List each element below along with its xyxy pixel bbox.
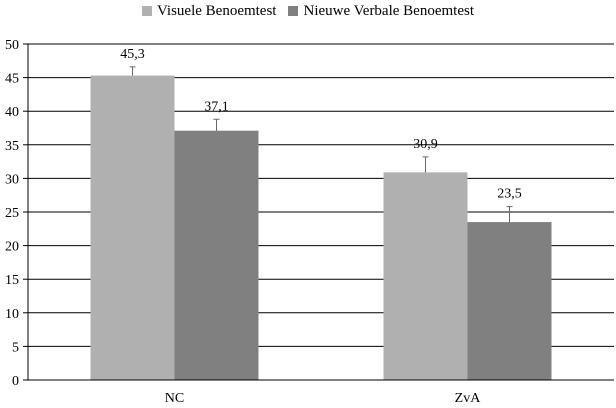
y-tick-label-50: 50 [5,38,19,53]
y-tick-label-5: 5 [12,340,19,355]
data-label-NC-0: 45,3 [120,47,145,62]
data-label-ZvA-1: 23,5 [497,187,522,202]
data-label-NC-1: 37,1 [204,99,229,114]
y-tick-label-35: 35 [5,139,19,154]
y-tick-label-25: 25 [5,206,19,221]
y-tick-label-0: 0 [12,374,19,389]
legend-item-nieuwe-verbale: Nieuwe Verbale Benoemtest [288,3,474,20]
legend: Visuele Benoemtest Nieuwe Verbale Benoem… [0,0,616,22]
y-axis-ticks: 0 5 10 15 20 25 30 35 40 45 50 [5,38,28,389]
x-category-label-ZvA: ZvA [455,391,482,406]
legend-swatch-visuele [141,6,152,16]
y-tick-label-10: 10 [5,307,19,322]
y-tick-label-30: 30 [5,172,19,187]
y-tick-label-15: 15 [5,273,19,288]
bars [90,75,552,381]
bar-ZvA-0 [383,172,468,380]
bar-NC-0 [90,75,175,381]
x-category-label-NC: NC [165,391,184,406]
category-labels: NC ZvA [165,391,481,406]
legend-swatch-nieuwe-verbale [288,6,299,16]
bar-ZvA-1 [467,222,552,380]
axes [27,44,614,381]
legend-item-visuele: Visuele Benoemtest [141,2,277,20]
y-tick-label-20: 20 [5,240,19,255]
legend-label-visuele: Visuele Benoemtest [156,2,277,19]
error-bars [129,66,513,223]
y-tick-label-40: 40 [5,105,19,120]
bar-NC-1 [174,130,259,380]
data-labels: 45,3 37,1 30,9 23,5 [120,47,522,202]
y-tick-label-45: 45 [5,72,19,87]
legend-label-nieuwe-verbale: Nieuwe Verbale Benoemtest [303,2,474,19]
data-label-ZvA-0: 30,9 [413,137,438,152]
